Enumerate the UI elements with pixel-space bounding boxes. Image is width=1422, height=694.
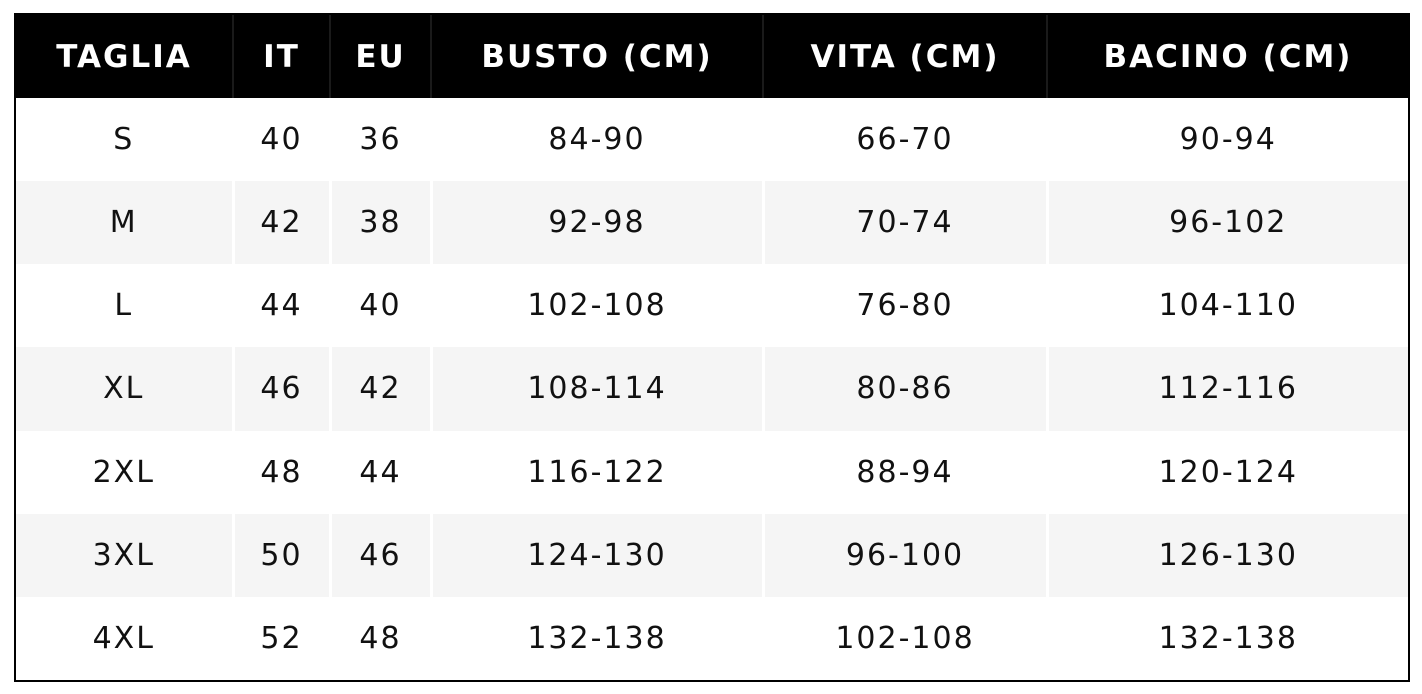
size-chart-header: TAGLIA IT EU BUSTO (CM) VITA (CM) BACINO… xyxy=(16,15,1408,98)
cell-taglia: S xyxy=(16,98,235,182)
cell-it: 42 xyxy=(233,181,332,265)
header-it: IT xyxy=(233,15,331,98)
cell-busto: 84-90 xyxy=(431,98,765,182)
cell-eu: 42 xyxy=(330,347,433,431)
cell-taglia: 4XL xyxy=(16,596,235,680)
cell-eu: 44 xyxy=(330,430,433,514)
cell-it: 52 xyxy=(233,596,332,680)
cell-vita: 80-86 xyxy=(763,347,1049,431)
cell-bacino: 104-110 xyxy=(1047,264,1408,348)
cell-vita: 76-80 xyxy=(763,264,1049,348)
header-vita: VITA (CM) xyxy=(763,15,1048,98)
table-row: 4XL 52 48 132-138 102-108 132-138 xyxy=(16,596,1408,680)
table-row: S 40 36 84-90 66-70 90-94 xyxy=(16,98,1408,182)
cell-eu: 46 xyxy=(330,513,433,597)
cell-busto: 108-114 xyxy=(431,347,765,431)
cell-it: 48 xyxy=(233,430,332,514)
cell-it: 40 xyxy=(233,98,332,182)
cell-busto: 116-122 xyxy=(431,430,765,514)
header-bacino: BACINO (CM) xyxy=(1047,15,1408,98)
table-row: L 44 40 102-108 76-80 104-110 xyxy=(16,264,1408,348)
cell-eu: 48 xyxy=(330,596,433,680)
cell-vita: 88-94 xyxy=(763,430,1049,514)
cell-bacino: 112-116 xyxy=(1047,347,1408,431)
header-busto: BUSTO (CM) xyxy=(431,15,764,98)
cell-bacino: 120-124 xyxy=(1047,430,1408,514)
table-row: 2XL 48 44 116-122 88-94 120-124 xyxy=(16,430,1408,514)
header-taglia: TAGLIA xyxy=(16,15,234,98)
header-eu: EU xyxy=(330,15,432,98)
table-row: 3XL 50 46 124-130 96-100 126-130 xyxy=(16,513,1408,597)
cell-vita: 70-74 xyxy=(763,181,1049,265)
table-row: M 42 38 92-98 70-74 96-102 xyxy=(16,181,1408,265)
cell-taglia: L xyxy=(16,264,235,348)
cell-taglia: XL xyxy=(16,347,235,431)
cell-bacino: 132-138 xyxy=(1047,596,1408,680)
header-row: TAGLIA IT EU BUSTO (CM) VITA (CM) BACINO… xyxy=(16,15,1408,98)
cell-eu: 38 xyxy=(330,181,433,265)
cell-busto: 92-98 xyxy=(431,181,765,265)
cell-bacino: 96-102 xyxy=(1047,181,1408,265)
size-chart-body: S 40 36 84-90 66-70 90-94 M 42 38 92-98 … xyxy=(16,98,1408,680)
cell-taglia: 3XL xyxy=(16,513,235,597)
cell-taglia: 2XL xyxy=(16,430,235,514)
cell-eu: 40 xyxy=(330,264,433,348)
cell-bacino: 90-94 xyxy=(1047,98,1408,182)
table-row: XL 46 42 108-114 80-86 112-116 xyxy=(16,347,1408,431)
cell-busto: 132-138 xyxy=(431,596,765,680)
cell-it: 50 xyxy=(233,513,332,597)
size-chart-table: TAGLIA IT EU BUSTO (CM) VITA (CM) BACINO… xyxy=(16,15,1408,680)
cell-busto: 124-130 xyxy=(431,513,765,597)
size-chart: TAGLIA IT EU BUSTO (CM) VITA (CM) BACINO… xyxy=(14,13,1410,682)
cell-vita: 102-108 xyxy=(763,596,1049,680)
cell-busto: 102-108 xyxy=(431,264,765,348)
cell-vita: 66-70 xyxy=(763,98,1049,182)
cell-taglia: M xyxy=(16,181,235,265)
cell-eu: 36 xyxy=(330,98,433,182)
cell-vita: 96-100 xyxy=(763,513,1049,597)
cell-bacino: 126-130 xyxy=(1047,513,1408,597)
cell-it: 44 xyxy=(233,264,332,348)
cell-it: 46 xyxy=(233,347,332,431)
